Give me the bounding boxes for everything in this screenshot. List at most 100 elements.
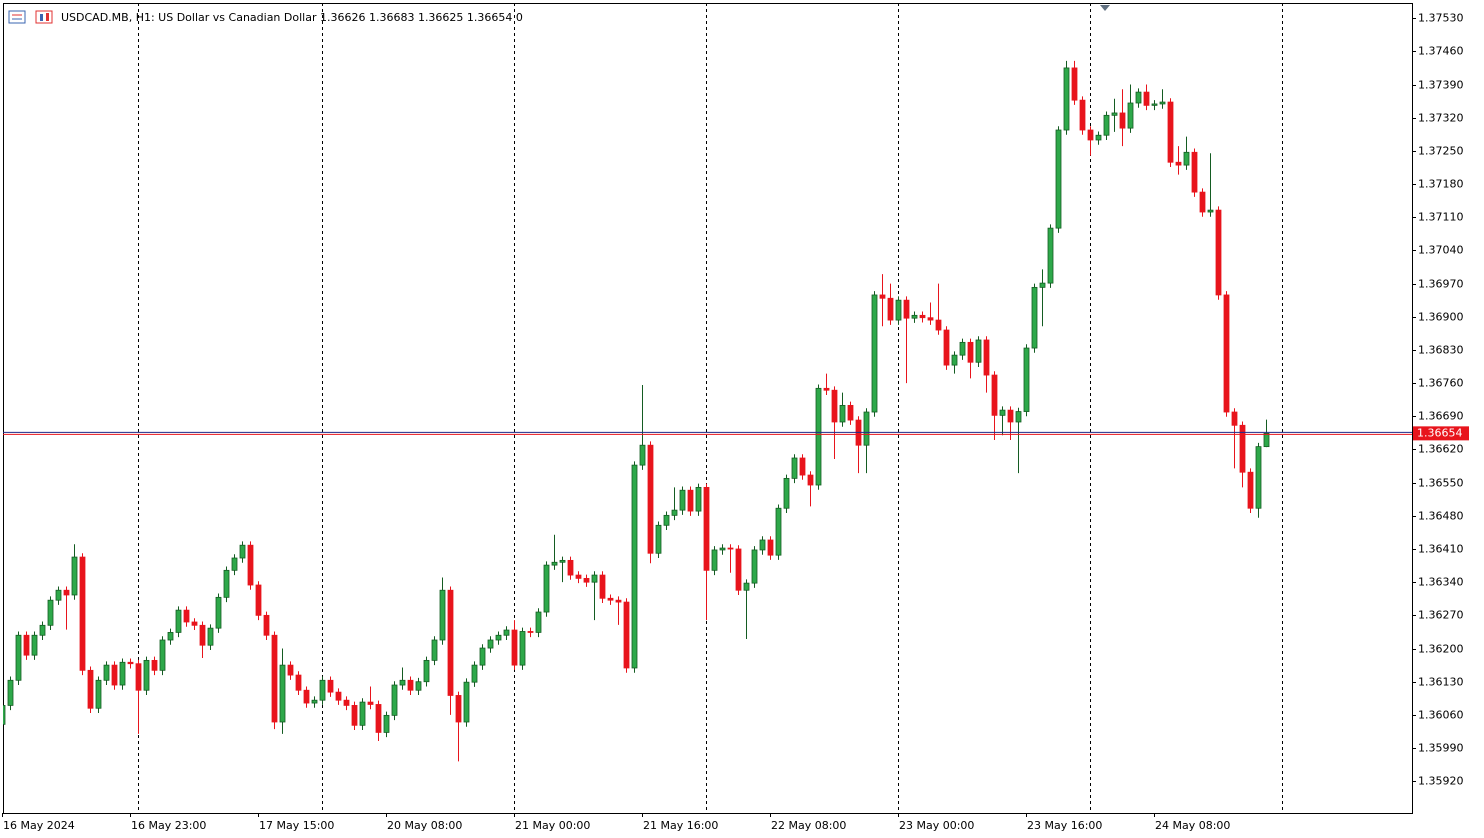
candle-body [471,664,478,683]
candle-body [295,674,302,691]
icon-chart[interactable] [35,10,53,24]
candle-body [327,679,334,693]
y-tick-label: 1.36410 [1418,543,1464,556]
candle-body [271,634,278,723]
candle-body [759,539,766,551]
candle-body [775,507,782,556]
candle-body [903,299,910,319]
y-tick-label: 1.35990 [1418,742,1464,755]
candle-body [839,404,846,423]
candle-body [863,411,870,446]
candle-body [639,444,646,466]
candle-body [823,387,830,391]
candle-body [119,661,126,686]
candle-body [519,631,526,666]
candle-body [1215,209,1222,296]
candle-body [447,589,454,696]
candle-body [367,701,374,705]
candle-body [455,695,462,723]
candle-body [23,634,30,656]
candle-body [1103,114,1110,136]
candle-body [927,317,934,321]
candle-body [95,679,102,709]
candle-body [959,341,966,356]
candle-body [871,294,878,413]
candle-body [687,489,694,512]
y-tick-label: 1.36480 [1418,510,1464,523]
candle-body [967,341,974,363]
y-tick-label: 1.36060 [1418,709,1464,722]
candle-body [1047,227,1054,284]
y-tick-label: 1.37040 [1418,244,1464,257]
y-tick-label: 1.36130 [1418,676,1464,689]
candle-body [79,556,86,671]
candle-body [231,557,238,571]
candle-body [1095,134,1102,141]
candle-body [1231,411,1238,426]
x-tick-label: 23 May 00:00 [899,819,974,832]
candle-body [647,444,654,554]
candle-body [175,609,182,633]
candle-body [1119,112,1126,129]
candle-body [431,639,438,661]
candle-body [15,634,22,681]
x-tick-label: 16 May 23:00 [131,819,206,832]
candle-body [663,514,670,526]
last-price-label: 1.36654 [1417,426,1463,439]
candle-body [135,663,142,691]
candle-body [1247,471,1254,509]
candle-body [567,559,574,576]
candle-body [303,689,310,704]
candle-body [895,299,902,321]
candle-body [767,539,774,556]
candle-body [879,294,886,299]
candle-body [263,614,270,636]
candle-body [7,679,14,706]
candle-body [247,544,254,586]
y-tick-label: 1.36830 [1418,344,1464,357]
candle-body [1015,411,1022,423]
axes: 1.35920 1.35990 1.36060 1.36130 1.36200 1.362… [2,12,1469,832]
candle-body [503,629,510,636]
candle-body [807,474,814,486]
candle-body [3,705,6,725]
candles [3,60,1412,762]
candle-body [375,704,382,733]
candle-body [463,681,470,723]
candle-body [207,627,214,646]
candle-body [1239,424,1246,473]
candle-body [1031,286,1038,349]
candle-body [287,664,294,676]
candle-body [791,457,798,479]
candle-body [615,599,622,603]
candle-body [703,486,710,571]
candle-body [599,574,606,599]
candle-body [159,639,166,671]
candle-body [311,699,318,704]
x-tick-label: 22 May 08:00 [771,819,846,832]
y-tick-label: 1.36270 [1418,609,1464,622]
candle-body [951,354,958,366]
y-tick-label: 1.36200 [1418,643,1464,656]
candle-body [831,389,838,423]
candle-body [1007,409,1014,423]
candle-body [583,577,590,583]
candle-body [127,661,134,665]
candle-body [559,559,566,563]
icon-list[interactable] [8,10,26,24]
candle-body [63,589,70,596]
candle-body [223,569,230,598]
candle-body [351,705,358,726]
candle-body [1175,161,1182,166]
candle-body [279,664,286,723]
candle-body [815,387,822,486]
plot-frame [3,3,1413,814]
candle-body [1071,67,1078,101]
candle-body [1255,446,1262,509]
x-tick-label: 24 May 08:00 [1155,819,1230,832]
x-tick-label: 16 May 2024 [3,819,75,832]
candle-body [1207,209,1214,213]
candle-body [1191,151,1198,193]
candle-body [191,621,198,626]
